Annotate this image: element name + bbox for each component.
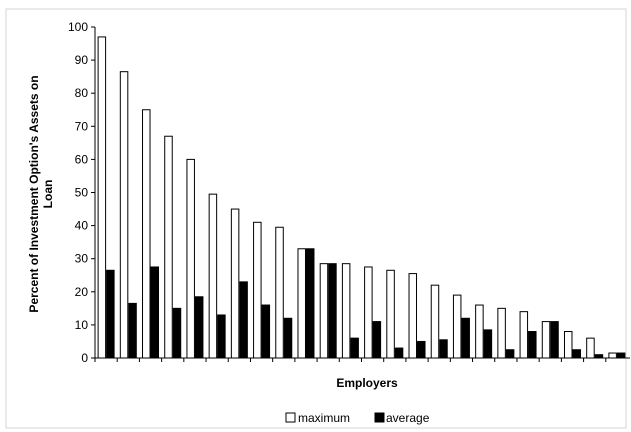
- bar-maximum-14: [386, 269, 395, 359]
- bar-average-13: [372, 321, 382, 359]
- bar-average-1: [106, 269, 115, 359]
- bar-maximum-21: [541, 321, 551, 359]
- bar-maximum-8: [253, 221, 262, 359]
- y-tick-label: 90: [75, 53, 89, 67]
- bar-average-19: [505, 349, 515, 359]
- bar-maximum-24: [608, 352, 617, 359]
- bar-average-20: [528, 331, 537, 359]
- y-tick-label: 60: [75, 152, 89, 166]
- bar-maximum-22: [563, 331, 573, 359]
- y-tick-label: 30: [75, 252, 89, 266]
- bar-average-21: [550, 321, 559, 359]
- bar-average-10: [305, 248, 315, 359]
- y-tick-label: 40: [75, 219, 89, 233]
- bar-maximum-7: [230, 208, 240, 359]
- legend: maximum average: [285, 411, 430, 425]
- bar-maximum-20: [519, 311, 529, 359]
- bar-average-16: [439, 339, 448, 359]
- legend-label-maximum: maximum: [298, 411, 350, 425]
- bar-average-18: [483, 329, 493, 359]
- bar-maximum-16: [430, 284, 440, 359]
- y-tick-label: 0: [81, 351, 88, 365]
- y-axis-title-line-1: Percent of Investment Option's Assets on: [27, 75, 41, 312]
- bar-average-12: [350, 337, 359, 359]
- bar-average-24: [616, 352, 626, 359]
- bar-maximum-5: [186, 158, 195, 359]
- bar-average-7: [239, 281, 248, 359]
- bar-maximum-17: [452, 294, 462, 359]
- y-tick-label: 10: [75, 318, 89, 332]
- bar-maximum-3: [142, 109, 151, 359]
- bar-maximum-1: [97, 36, 107, 359]
- bar-maximum-4: [164, 135, 173, 359]
- bar-average-2: [128, 302, 137, 359]
- bar-maximum-13: [364, 266, 373, 359]
- y-tick-label: 100: [68, 20, 88, 34]
- bar-average-5: [194, 296, 204, 359]
- bar-maximum-12: [341, 263, 351, 359]
- bar-average-11: [328, 263, 337, 359]
- legend-swatch-maximum: [285, 412, 296, 423]
- legend-label-average: average: [386, 411, 430, 425]
- bar-average-9: [283, 317, 293, 359]
- bar-maximum-18: [475, 304, 484, 359]
- bar-average-22: [572, 349, 581, 359]
- bar-maximum-19: [497, 307, 506, 359]
- y-tick-label: 70: [75, 119, 89, 133]
- y-tick-label: 20: [75, 285, 89, 299]
- y-tick-label: 50: [75, 186, 89, 200]
- bar-maximum-6: [208, 193, 218, 359]
- bar-average-14: [394, 347, 404, 359]
- bar-average-6: [217, 314, 226, 359]
- bars: [94, 36, 626, 362]
- bar-average-15: [417, 340, 426, 359]
- bar-average-3: [150, 266, 160, 359]
- bar-average-23: [594, 354, 604, 359]
- bar-maximum-2: [119, 71, 129, 359]
- bar-maximum-11: [319, 263, 329, 359]
- bar-average-8: [261, 304, 271, 359]
- bar-maximum-10: [297, 248, 306, 359]
- bar-maximum-15: [408, 273, 418, 359]
- legend-swatch-average: [374, 412, 385, 423]
- y-axis-title-line-2: Loan: [41, 180, 55, 209]
- bar-maximum-9: [275, 226, 284, 359]
- y-tick-label: 80: [75, 86, 89, 100]
- bar-average-17: [461, 317, 470, 359]
- bar-maximum-23: [586, 337, 595, 359]
- x-axis-title: Employers: [336, 376, 398, 390]
- bar-average-4: [172, 307, 182, 359]
